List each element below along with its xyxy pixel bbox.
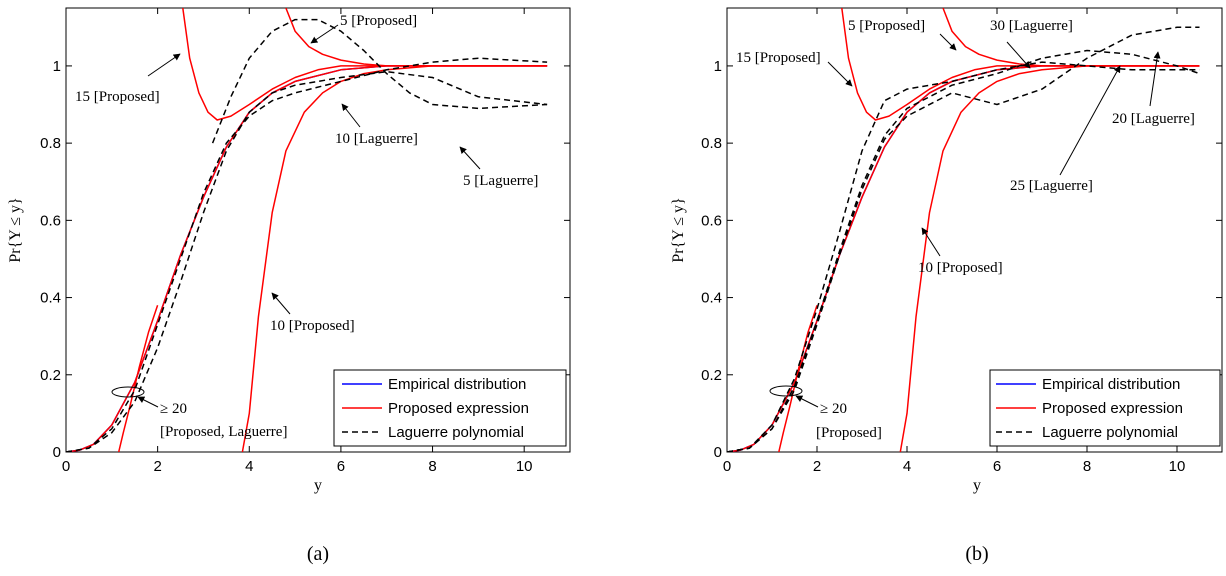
annotation-30-laguerre: 30 [Laguerre] [990, 18, 1073, 34]
annotation-proposed-laguerre: [Proposed, Laguerre] [160, 424, 287, 440]
x-tick-label: 10 [516, 458, 533, 475]
annotation-arrow [921, 227, 941, 257]
legend-label-proposed: Proposed expression [388, 400, 529, 417]
legend-label-proposed: Proposed expression [1042, 400, 1183, 417]
caption-b: (b) [965, 543, 988, 565]
x-tick-label: 0 [62, 458, 70, 475]
axis-ticks-a: 0 2 4 6 8 10 0 0.2 0.4 0.6 0.8 1 [40, 8, 570, 475]
x-tick-label: 2 [813, 458, 821, 475]
legend-label-laguerre: Laguerre polynomial [1042, 424, 1178, 441]
y-tick-label: 1 [714, 58, 722, 75]
annotation-arrow [1149, 51, 1161, 107]
legend-label-laguerre: Laguerre polynomial [388, 424, 524, 441]
annotation-arrow [271, 292, 291, 315]
annotation-5-proposed: 5 [Proposed] [848, 18, 925, 34]
y-tick-label: 0.8 [40, 135, 61, 152]
annotation-proposed: [Proposed] [816, 425, 882, 441]
annotation-15-proposed: 15 [Proposed] [736, 50, 821, 66]
annotation-10-proposed: 10 [Proposed] [270, 318, 355, 334]
y-tick-label: 0 [714, 444, 722, 461]
annotation-5-proposed: 5 [Proposed] [340, 13, 417, 29]
annotation-arrow [795, 395, 819, 408]
y-tick-label: 0.4 [40, 290, 61, 307]
annotation-arrow [939, 33, 957, 51]
x-tick-label: 6 [337, 458, 345, 475]
xlabel-a: y [314, 477, 322, 494]
annotation-arrow [147, 53, 181, 77]
annotations-b: 15 [Proposed] 5 [Proposed] 30 [Laguerre]… [736, 18, 1195, 441]
legend-label-empirical: Empirical distribution [388, 376, 526, 393]
ylabel-a: Pr{Y ≤ y} [7, 197, 24, 262]
annotation-20-laguerre: 20 [Laguerre] [1112, 111, 1195, 127]
annotation-5-laguerre: 5 [Laguerre] [463, 173, 538, 189]
annotation-25-laguerre: 25 [Laguerre] [1010, 178, 1093, 194]
series-line-30-laguerre [727, 61, 1200, 452]
series-line-10-proposed [899, 65, 1200, 452]
annotation-arrow [827, 61, 853, 87]
series-line-5-proposed [285, 8, 548, 67]
ylabel-b: Pr{Y ≤ y} [670, 197, 687, 262]
annotation-ge20: ≥ 20 [820, 401, 847, 417]
series-line-proposed-steep-low [117, 305, 159, 452]
x-tick-label: 8 [1083, 458, 1091, 475]
axis-ticks-b: 0 2 4 6 8 10 0 0.2 0.4 0.6 0.8 1 [701, 8, 1222, 475]
series-group-b [727, 8, 1200, 452]
y-tick-label: 0.8 [701, 135, 722, 152]
annotation-arrow [1059, 65, 1121, 176]
x-tick-label: 2 [153, 458, 161, 475]
annotation-15-proposed: 15 [Proposed] [75, 89, 160, 105]
annotation-arrow [310, 24, 339, 44]
legend-b: Empirical distribution Proposed expressi… [989, 369, 1221, 447]
series-line-5-laguerre [66, 70, 548, 452]
caption-a: (a) [307, 543, 329, 565]
x-tick-label: 4 [903, 458, 911, 475]
highlight-ellipse [769, 385, 803, 397]
y-tick-label: 0.2 [701, 367, 722, 384]
y-tick-label: 0.6 [40, 212, 61, 229]
x-tick-label: 10 [1169, 458, 1186, 475]
annotation-ge20: ≥ 20 [160, 401, 187, 417]
annotation-arrow [459, 146, 481, 170]
xlabel-b: y [973, 477, 981, 494]
annotation-arrow [1006, 41, 1031, 69]
series-line-20-laguerre [727, 26, 1200, 452]
series-line-proposed-expression-20 [66, 65, 548, 452]
series-line-10-laguerre [66, 57, 548, 452]
x-tick-label: 4 [245, 458, 253, 475]
series-line-5-proposed-dashed [211, 18, 548, 144]
x-tick-label: 6 [993, 458, 1001, 475]
x-tick-label: 8 [428, 458, 436, 475]
series-line-5-proposed [942, 8, 1200, 67]
panel-a: 0 2 4 6 8 10 0 0.2 0.4 0.6 0.8 1 Pr{Y ≤ y} y (a) 5 … [7, 7, 571, 565]
annotations-a: 5 [Proposed] 15 [Proposed] 10 [Laguerre]… [75, 13, 538, 440]
y-tick-label: 0.4 [701, 290, 722, 307]
y-tick-label: 0.2 [40, 367, 61, 384]
annotation-10-laguerre: 10 [Laguerre] [335, 131, 418, 147]
y-tick-label: 1 [53, 58, 61, 75]
legend-a: Empirical distribution Proposed expressi… [333, 369, 567, 447]
series-group-a [66, 8, 548, 452]
legend-label-empirical: Empirical distribution [1042, 376, 1180, 393]
y-tick-label: 0.6 [701, 212, 722, 229]
annotation-arrow [341, 103, 361, 128]
highlight-ellipse [111, 386, 145, 398]
annotation-10-proposed: 10 [Proposed] [918, 260, 1003, 276]
annotation-arrow [137, 396, 159, 408]
panel-b: 0 2 4 6 8 10 0 0.2 0.4 0.6 0.8 1 Pr{Y ≤ y} y (b) 15… [670, 7, 1223, 565]
y-tick-label: 0 [53, 444, 61, 461]
series-line-25-laguerre [727, 49, 1200, 452]
x-tick-label: 0 [723, 458, 731, 475]
